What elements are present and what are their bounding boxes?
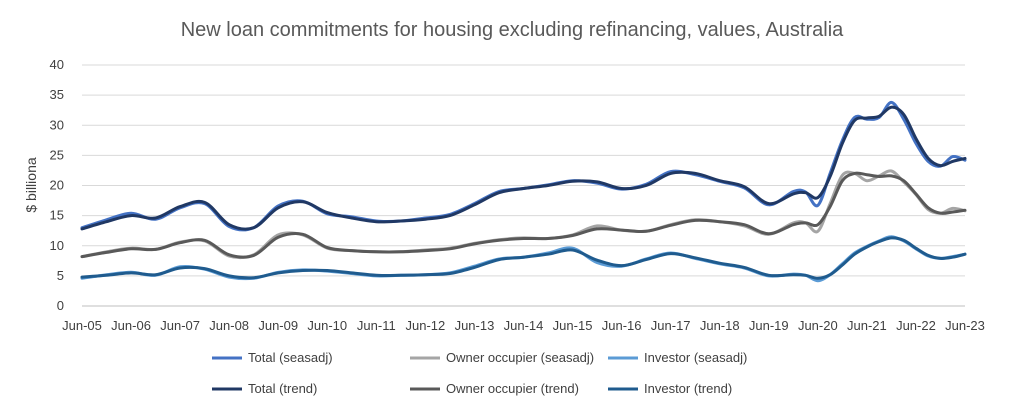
x-tick-label: Jun-22 bbox=[896, 318, 936, 333]
legend-entry: Owner occupier (seasadj) bbox=[446, 350, 594, 365]
x-tick-label: Jun-21 bbox=[847, 318, 887, 333]
legend-entry: Investor (trend) bbox=[644, 381, 732, 396]
x-tick-label: Jun-13 bbox=[455, 318, 495, 333]
x-tick-label: Jun-19 bbox=[749, 318, 789, 333]
x-tick-label: Jun-05 bbox=[62, 318, 102, 333]
x-tick-label: Jun-08 bbox=[209, 318, 249, 333]
x-tick-label: Jun-07 bbox=[160, 318, 200, 333]
y-tick-label: 0 bbox=[57, 298, 64, 313]
legend: Total (seasadj) Owner occupier (seasadj) I… bbox=[212, 350, 747, 396]
legend-entry: Total (trend) bbox=[248, 381, 317, 396]
y-tick-label: 35 bbox=[50, 87, 64, 102]
y-axis-ticks: 0 5 10 15 20 25 30 35 40 bbox=[50, 57, 64, 313]
y-tick-label: 40 bbox=[50, 57, 64, 72]
x-tick-label: Jun-12 bbox=[406, 318, 446, 333]
x-tick-label: Jun-10 bbox=[307, 318, 347, 333]
series-lines bbox=[80, 100, 967, 283]
x-axis-ticks: Jun-05 Jun-06 Jun-07 Jun-08 Jun-09 Jun-10 Jun-… bbox=[62, 318, 985, 333]
legend-entry: Total (seasadj) bbox=[248, 350, 333, 365]
series-line-4 bbox=[80, 171, 967, 259]
y-tick-label: 15 bbox=[50, 208, 64, 223]
y-tick-label: 30 bbox=[50, 117, 64, 132]
chart-title: New loan commitments for housing excludi… bbox=[181, 19, 844, 41]
series-line-3 bbox=[80, 105, 967, 231]
legend-entry: Investor (seasadj) bbox=[644, 350, 747, 365]
x-tick-label: Jun-09 bbox=[258, 318, 298, 333]
legend-entry: Owner occupier (trend) bbox=[446, 381, 579, 396]
x-tick-label: Jun-18 bbox=[700, 318, 740, 333]
y-tick-label: 10 bbox=[50, 238, 64, 253]
y-tick-label: 5 bbox=[57, 268, 64, 283]
y-tick-label: 25 bbox=[50, 147, 64, 162]
x-tick-label: Jun-15 bbox=[553, 318, 593, 333]
x-tick-label: Jun-20 bbox=[798, 318, 838, 333]
x-tick-label: Jun-14 bbox=[504, 318, 544, 333]
x-tick-label: Jun-23 bbox=[945, 318, 985, 333]
x-tick-label: Jun-16 bbox=[602, 318, 642, 333]
x-tick-label: Jun-11 bbox=[357, 318, 396, 333]
y-axis-label: $ billiona bbox=[23, 157, 39, 212]
series-line-5 bbox=[80, 236, 967, 280]
y-tick-label: 20 bbox=[50, 178, 64, 193]
x-tick-label: Jun-06 bbox=[111, 318, 151, 333]
x-tick-label: Jun-17 bbox=[651, 318, 691, 333]
